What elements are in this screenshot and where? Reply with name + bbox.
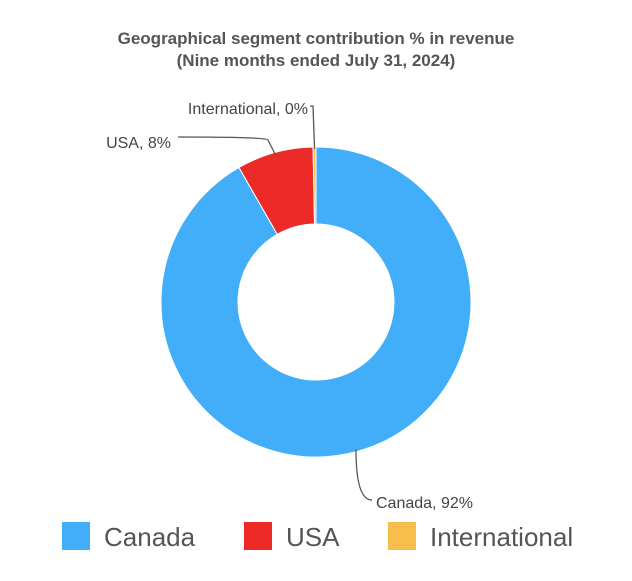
legend-item-canada[interactable]: Canada <box>62 522 196 552</box>
legend-item-international[interactable]: International <box>388 522 573 552</box>
chart-subtitle: (Nine months ended July 31, 2024) <box>177 51 456 70</box>
leader-lines <box>177 105 373 501</box>
legend-label-canada: Canada <box>104 522 196 552</box>
slice-label-usa: USA, 8% <box>106 135 171 152</box>
legend-label-international: International <box>430 522 573 552</box>
legend: Canada USA International <box>62 522 573 552</box>
legend-swatch-international <box>388 522 416 550</box>
slices-group <box>160 146 472 458</box>
legend-swatch-canada <box>62 522 90 550</box>
slice-label-canada: Canada, 92% <box>376 495 473 512</box>
leader-line-canada <box>355 449 373 501</box>
slice-label-international: International, 0% <box>188 101 308 118</box>
legend-swatch-usa <box>244 522 272 550</box>
legend-label-usa: USA <box>286 522 340 552</box>
legend-item-usa[interactable]: USA <box>244 522 340 552</box>
leader-line-usa <box>177 136 276 155</box>
slice-canada[interactable] <box>160 146 472 458</box>
leader-line-international <box>310 105 316 150</box>
chart-title: Geographical segment contribution % in r… <box>118 29 515 48</box>
